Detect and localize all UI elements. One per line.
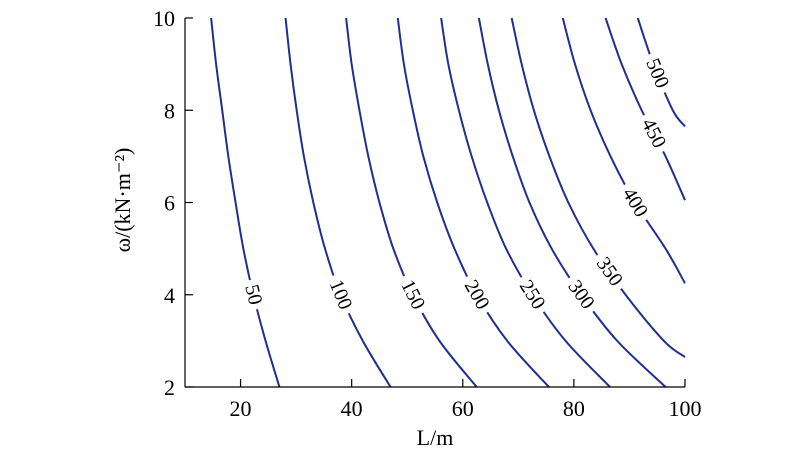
contour-line-350 (510, 17, 686, 358)
contour-lines (210, 17, 686, 388)
contour-label-bg-150 (392, 271, 433, 319)
x-tick-label-100: 100 (669, 396, 702, 421)
contour-label-bg-200 (456, 270, 498, 319)
contour-line-50 (210, 17, 281, 388)
contour-label-bg-250 (511, 271, 554, 319)
contour-line-400 (561, 17, 686, 284)
y-tick-label-10: 10 (153, 6, 175, 31)
y-tick-label-6: 6 (164, 191, 175, 216)
contour-label-bg-300 (559, 271, 603, 319)
x-tick-label-20: 20 (230, 396, 252, 421)
x-ticks: 20 40 60 80 100 (230, 379, 702, 421)
x-tick-label-80: 80 (563, 396, 585, 421)
y-tick-label-2: 2 (164, 375, 175, 400)
contour-line-100 (284, 17, 392, 388)
contour-label-bg-100 (321, 271, 360, 319)
y-ticks: 2 4 6 8 10 (153, 6, 193, 400)
x-tick-label-60: 60 (452, 396, 474, 421)
y-tick-label-8: 8 (164, 98, 175, 123)
contour-line-150 (345, 17, 478, 388)
x-axis-title: L/m (417, 425, 454, 450)
contour-label-bg-400 (614, 178, 656, 227)
contour-line-200 (396, 17, 550, 388)
contour-line-250 (440, 17, 611, 388)
x-tick-label-40: 40 (341, 396, 363, 421)
contour-line-300 (477, 17, 667, 388)
contour-label-bg-50 (238, 277, 269, 313)
contour-line-450 (604, 17, 686, 201)
contour-label-bg-450 (633, 109, 674, 158)
y-tick-label-4: 4 (164, 283, 175, 308)
contour-label-bg-500 (638, 49, 677, 97)
y-axis-title: ω/(kN·m⁻²) (110, 148, 135, 253)
contour-label-bg-350 (587, 248, 632, 296)
